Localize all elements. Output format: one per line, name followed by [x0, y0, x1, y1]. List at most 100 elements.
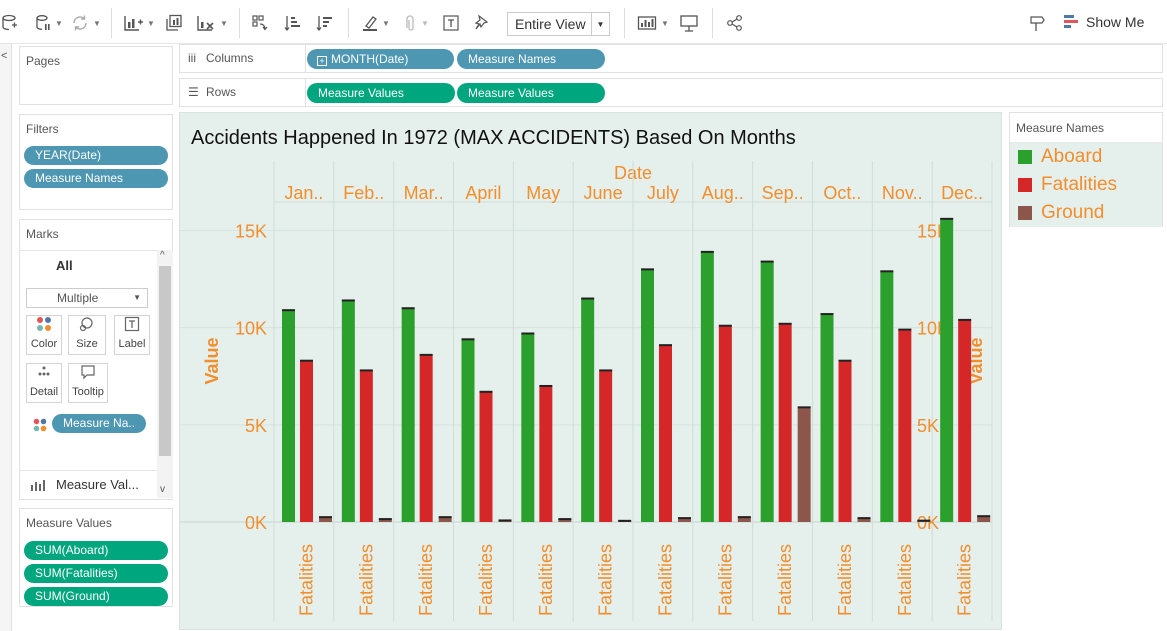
bar-top-marker: [700, 250, 714, 253]
new-data-source-icon[interactable]: [0, 10, 18, 36]
marks-color-pill[interactable]: Measure Na..: [52, 414, 146, 433]
divider: [20, 250, 157, 251]
measure-sub-label: Fatalities: [775, 544, 795, 616]
clear-sheet-icon[interactable]: ▼: [193, 10, 231, 36]
fix-axes-pin-icon[interactable]: [470, 10, 492, 36]
legend-item-fatalities[interactable]: Fatalities: [1010, 171, 1162, 199]
viz-canvas[interactable]: Accidents Happened In 1972 (MAX ACCIDENT…: [179, 112, 1002, 630]
measure-sub-label: Fatalities: [895, 544, 915, 616]
bar-aboard: [760, 261, 774, 522]
marks-all-tab[interactable]: All: [56, 258, 73, 273]
legend-item-aboard[interactable]: Aboard: [1010, 143, 1162, 171]
color-button[interactable]: Color: [26, 315, 62, 355]
divider: [20, 470, 157, 471]
bar-top-marker: [760, 260, 774, 263]
columns-shelf[interactable]: iii Columns + MONTH(Date) Measure Names: [179, 44, 1163, 73]
marks-card: Marks All Multiple ▼ Color Size Label De…: [19, 219, 173, 500]
sort-descending-icon[interactable]: [314, 10, 336, 36]
bar-top-marker: [977, 515, 991, 518]
sort-ascending-icon[interactable]: [282, 10, 304, 36]
legend-items: Aboard Fatalities Ground: [1010, 143, 1162, 227]
measure-pill-fatalities[interactable]: SUM(Fatalities): [24, 564, 168, 583]
tooltip-pointer-icon[interactable]: [1026, 10, 1048, 36]
highlight-icon[interactable]: ▼: [358, 10, 394, 36]
legend-item-ground[interactable]: Ground: [1010, 199, 1162, 227]
fit-select[interactable]: Entire View ▼: [507, 12, 610, 36]
duplicate-sheet-icon[interactable]: [163, 10, 185, 36]
group-members-icon[interactable]: ▼: [398, 10, 434, 36]
filters-shelf[interactable]: Filters YEAR(Date) Measure Names: [19, 114, 173, 210]
expand-plus-icon[interactable]: +: [317, 56, 327, 66]
pause-updates-icon[interactable]: ▼: [30, 10, 68, 36]
chevron-left-icon[interactable]: <: [1, 50, 8, 62]
bar-top-marker: [898, 328, 912, 331]
bar-top-marker: [282, 309, 295, 312]
show-mark-labels-icon[interactable]: [440, 10, 462, 36]
columns-pill-month-date[interactable]: + MONTH(Date): [307, 49, 454, 69]
bar-fatalities: [778, 323, 792, 522]
bar-ground: [797, 407, 811, 522]
bar-top-marker: [300, 359, 313, 362]
rows-pill-measure-values-2[interactable]: Measure Values: [457, 83, 605, 103]
tooltip-button[interactable]: Tooltip: [68, 363, 108, 403]
show-cards-icon[interactable]: ▼: [634, 10, 672, 36]
month-label: Feb..: [343, 183, 384, 203]
chart-title: Accidents Happened In 1972 (MAX ACCIDENT…: [191, 127, 796, 149]
bar-fatalities: [419, 354, 433, 522]
size-button[interactable]: Size: [68, 315, 106, 355]
pages-shelf[interactable]: Pages: [19, 46, 173, 105]
measure-sub-label: Fatalities: [476, 544, 496, 616]
bar-top-marker: [958, 318, 972, 321]
measure-sub-label: Fatalities: [416, 544, 436, 616]
bar-top-marker: [539, 384, 553, 387]
scrollbar-thumb[interactable]: [159, 266, 171, 456]
share-icon[interactable]: [724, 10, 746, 36]
filter-pill-year-date[interactable]: YEAR(Date): [24, 146, 168, 165]
marks-scrollbar[interactable]: ^ v: [157, 250, 173, 498]
bar-top-marker: [838, 359, 852, 362]
bar-top-marker: [438, 516, 452, 519]
bar-ground: [977, 516, 991, 522]
bar-fatalities: [898, 329, 912, 522]
new-worksheet-icon[interactable]: ▼: [120, 10, 158, 36]
bar-top-marker: [401, 307, 415, 310]
legend-swatch: [1018, 206, 1032, 220]
bar-fatalities: [958, 319, 972, 522]
chevron-down-icon[interactable]: v: [160, 484, 165, 495]
measure-pill-aboard[interactable]: SUM(Aboard): [24, 541, 168, 560]
month-label: May: [526, 183, 560, 203]
month-label: Nov..: [882, 183, 923, 203]
rows-pill-measure-values-1[interactable]: Measure Values: [307, 83, 455, 103]
bar-top-marker: [917, 519, 931, 522]
toolbar-separator: [712, 8, 713, 38]
legend-label: Ground: [1041, 202, 1105, 223]
month-label: Mar..: [404, 183, 444, 203]
filters-title: Filters: [26, 122, 59, 136]
marks-measure-values-tab[interactable]: Measure Val...: [56, 477, 139, 492]
measure-pill-ground[interactable]: SUM(Ground): [24, 587, 168, 606]
swap-rows-columns-icon[interactable]: [249, 10, 271, 36]
bar-top-marker: [419, 353, 433, 356]
bar-ground: [678, 518, 691, 522]
columns-pill-measure-names[interactable]: Measure Names: [457, 49, 605, 69]
rows-icon: ☰: [188, 85, 199, 99]
detail-button[interactable]: Detail: [26, 363, 62, 403]
refresh-icon[interactable]: ▼: [68, 10, 104, 36]
bar-aboard: [401, 308, 415, 522]
bar-aboard: [521, 333, 535, 522]
bar-top-marker: [737, 516, 751, 519]
label-button[interactable]: Label: [114, 315, 150, 355]
bar-top-marker: [778, 322, 792, 325]
bar-top-marker: [581, 297, 595, 300]
legend-label: Aboard: [1041, 146, 1103, 167]
presentation-mode-icon[interactable]: [678, 10, 700, 36]
rows-shelf[interactable]: ☰ Rows Measure Values Measure Values: [179, 78, 1163, 107]
show-me-button[interactable]: Show Me: [1064, 14, 1144, 30]
bar-aboard: [581, 298, 595, 522]
y-tick-label-right: 0K: [917, 513, 939, 533]
bar-ground: [319, 517, 332, 522]
chevron-up-icon[interactable]: ^: [160, 250, 165, 261]
filter-pill-measure-names[interactable]: Measure Names: [24, 169, 168, 188]
mark-type-select[interactable]: Multiple ▼: [26, 288, 148, 308]
